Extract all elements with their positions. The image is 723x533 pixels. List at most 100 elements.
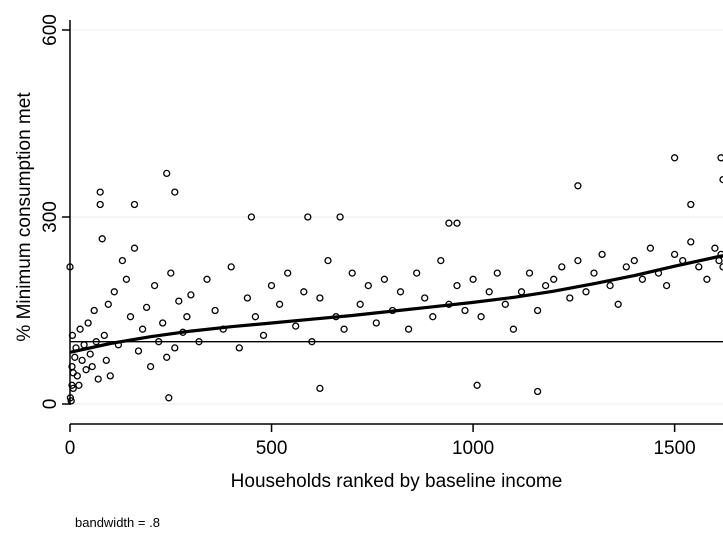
data-point <box>67 397 75 405</box>
data-point <box>73 372 81 380</box>
data-point <box>146 362 155 371</box>
data-point <box>78 356 86 365</box>
data-point <box>284 269 292 277</box>
data-point <box>316 294 324 302</box>
data-point <box>550 275 558 283</box>
labels: Households ranked by baseline income % M… <box>14 92 562 530</box>
data-point <box>84 319 92 327</box>
data-point <box>304 213 312 221</box>
data-point <box>364 281 372 290</box>
data-point <box>336 213 344 221</box>
x-tick-label: 500 <box>256 438 288 459</box>
data-point <box>574 256 582 265</box>
data-point <box>130 200 139 209</box>
data-point <box>195 338 203 346</box>
data-point <box>66 394 75 402</box>
data-point <box>638 275 647 283</box>
data-point <box>159 319 167 327</box>
data-point <box>275 300 284 308</box>
data-point <box>155 338 163 346</box>
data-point <box>687 238 695 246</box>
grid-lines <box>70 29 723 405</box>
data-point <box>541 281 550 290</box>
data-point <box>165 394 173 402</box>
data-point <box>110 288 118 296</box>
data-point <box>340 325 348 333</box>
data-point <box>69 369 77 377</box>
data-point <box>300 288 308 296</box>
data-point <box>211 306 219 315</box>
data-point <box>404 325 413 333</box>
data-point <box>175 297 183 305</box>
data-point <box>695 263 703 271</box>
data-point <box>421 294 429 302</box>
data-point <box>590 269 598 277</box>
data-point <box>622 263 630 271</box>
data-point <box>670 250 679 259</box>
data-point <box>574 182 582 190</box>
data-point <box>102 356 110 365</box>
lowess-line <box>69 254 723 354</box>
data-point <box>316 384 324 393</box>
data-point <box>582 288 590 296</box>
data-point <box>413 269 421 277</box>
data-point <box>247 213 256 221</box>
data-point <box>687 200 695 209</box>
data-point <box>396 288 405 296</box>
x-tick-label: 1500 <box>653 438 695 459</box>
data-point <box>719 175 723 184</box>
data-point <box>509 325 518 333</box>
axes: 0 300 600 0 500 1000 1500 <box>40 14 723 459</box>
data-point <box>485 288 493 296</box>
data-point <box>429 313 437 321</box>
x-tick-label: 0 <box>65 438 76 459</box>
data-point <box>348 269 356 277</box>
data-point <box>86 350 94 358</box>
data-point <box>96 200 104 209</box>
data-point <box>703 275 711 283</box>
data-point <box>711 244 719 252</box>
bandwidth-note: bandwidth = .8 <box>75 515 160 530</box>
data-point <box>90 306 98 315</box>
y-tick-label: 0 <box>40 399 61 410</box>
data-point <box>517 288 526 296</box>
data-point <box>75 381 83 389</box>
x-axis-title: Households ranked by baseline income <box>231 471 563 492</box>
data-point <box>469 275 477 283</box>
data-point <box>473 381 481 389</box>
data-point <box>80 341 88 349</box>
data-point <box>477 313 485 321</box>
data-point <box>118 256 127 265</box>
data-point <box>76 325 84 333</box>
data-point <box>501 300 509 308</box>
data-point <box>717 154 723 162</box>
data-point <box>106 372 114 380</box>
data-point <box>437 256 445 265</box>
data-point <box>69 384 77 393</box>
data-point <box>68 331 77 340</box>
data-point <box>670 154 679 162</box>
data-point <box>372 319 380 327</box>
data-point <box>646 244 655 252</box>
data-point <box>92 338 100 346</box>
x-tick-label: 1000 <box>452 438 494 459</box>
data-point <box>142 303 151 312</box>
data-point <box>171 188 179 196</box>
data-point <box>243 294 252 302</box>
data-point <box>163 169 171 178</box>
data-point <box>167 269 175 277</box>
data-point <box>183 313 191 321</box>
data-point <box>122 275 131 283</box>
data-point <box>126 313 135 321</box>
data-point <box>380 275 389 283</box>
data-point <box>719 263 723 271</box>
data-point <box>251 313 260 321</box>
data-point <box>94 375 102 383</box>
data-point <box>104 300 112 308</box>
data-point <box>227 263 235 271</box>
y-tick-label: 600 <box>40 14 61 46</box>
data-point <box>614 300 622 308</box>
data-point <box>130 244 139 252</box>
data-point <box>606 281 614 290</box>
